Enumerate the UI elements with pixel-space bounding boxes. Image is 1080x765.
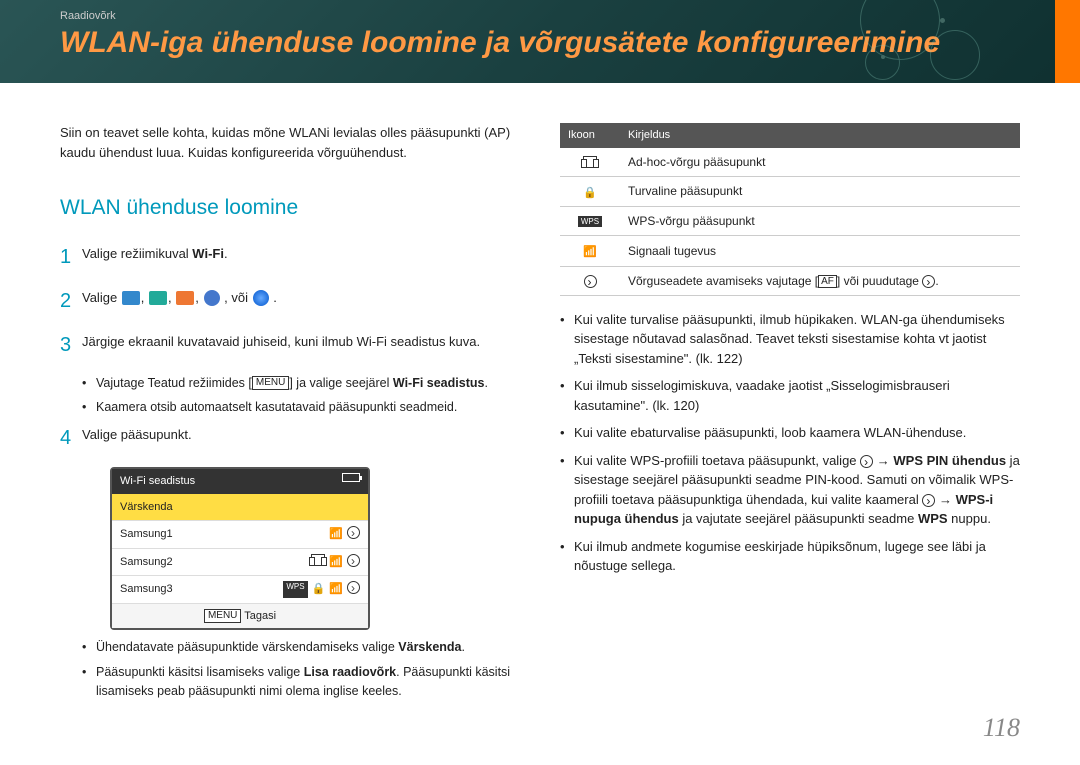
left-column: Siin on teavet selle kohta, kuidas mõne … [60,123,520,706]
menu-icon: MENU [252,376,289,390]
mode-icon-5 [253,290,269,306]
mode-icon-1 [122,291,140,305]
table-row: WPSWPS-võrgu pääsupunkt [560,207,1020,236]
wifi-network-row[interactable]: Samsung1 [112,521,368,549]
page-header: Raadiovõrk WLAN-iga ühenduse loomine ja … [0,0,1080,83]
step-num: 1 [60,242,82,272]
mode-icon-3 [176,291,194,305]
right-arrow-icon [860,455,873,468]
menu-icon: MENU [204,609,241,623]
table-header: Ikoon [560,123,620,148]
lock-icon [583,182,597,202]
step-text: Valige pääsupunkt. [82,423,520,445]
wifi-network-row[interactable]: Samsung2 [112,549,368,577]
step-num: 3 [60,330,82,360]
step-num: 2 [60,286,82,316]
lock-icon [312,581,326,598]
right-arrow-icon [347,554,360,567]
step-text: Valige , , , , või . [82,286,520,308]
wifi-panel-header: Wi-Fi seadistus [112,469,368,494]
page-number: 118 [983,713,1020,743]
step-text: Järgige ekraanil kuvatavaid juhiseid, ku… [82,330,520,352]
right-arrow-icon [922,494,935,507]
wps-icon: WPS [283,581,307,598]
content: Siin on teavet selle kohta, kuidas mõne … [0,83,1080,726]
right-arrow-icon [584,275,597,288]
adhoc-icon [311,554,325,566]
table-header: Kirjeldus [620,123,1020,148]
signal-icon [329,581,343,598]
wifi-settings-panel: Wi-Fi seadistus Värskenda Samsung1 Samsu… [110,467,370,630]
bullet-item: •Kui ilmub sisselogimiskuva, vaadake jao… [560,376,1020,415]
adhoc-icon [583,156,597,168]
signal-icon [329,554,343,571]
after-panel-bullet-1: • Ühendatavate pääsupunktide värskendami… [82,638,520,657]
right-column: IkoonKirjeldus Ad-hoc-võrgu pääsupunkt T… [560,123,1020,706]
bullet-item: •Kui ilmub andmete kogumise eeskirjade h… [560,537,1020,576]
wifi-network-row[interactable]: Samsung3 WPS [112,576,368,604]
icon-description-table: IkoonKirjeldus Ad-hoc-võrgu pääsupunkt T… [560,123,1020,296]
bullet-item: •Kui valite ebaturvalise pääsupunkti, lo… [560,423,1020,443]
step-3b: • Kaamera otsib automaatselt kasutatavai… [82,398,520,417]
signal-icon [329,526,343,543]
right-arrow-icon [347,581,360,594]
step-text: Valige režiimikuval Wi-Fi. [82,242,520,264]
step-1: 1 Valige režiimikuval Wi-Fi. [60,242,520,272]
after-panel-bullet-2: • Pääsupunkti käsitsi lisamiseks valige … [82,663,520,701]
step-3a: • Vajutage Teatud režiimides [MENU] ja v… [82,374,520,393]
step-num: 4 [60,423,82,453]
right-arrow-icon [347,526,360,539]
intro-text: Siin on teavet selle kohta, kuidas mõne … [60,123,520,162]
table-row: Võrguseadete avamiseks vajutage [AF] või… [560,266,1020,295]
header-decoration [840,0,1040,83]
wps-icon: WPS [578,216,602,227]
table-row: Signaali tugevus [560,236,1020,267]
battery-icon [342,473,360,482]
step-3: 3 Järgige ekraanil kuvatavaid juhiseid, … [60,330,520,360]
signal-icon [583,241,597,261]
right-arrow-icon [922,275,935,288]
bullet-item: • Kui valite WPS-profiili toetava pääsup… [560,451,1020,529]
wifi-refresh[interactable]: Värskenda [112,494,368,522]
mode-icon-2 [149,291,167,305]
right-bullet-list: •Kui valite turvalise pääsupunkti, ilmub… [560,310,1020,576]
af-icon: AF [818,275,837,288]
orange-tab [1055,0,1080,83]
subheading: WLAN ühenduse loomine [60,192,520,224]
table-row: Turvaline pääsupunkt [560,176,1020,207]
step-4: 4 Valige pääsupunkt. [60,423,520,453]
step-2: 2 Valige , , , , või . [60,286,520,316]
bullet-item: •Kui valite turvalise pääsupunkti, ilmub… [560,310,1020,369]
mode-icon-4 [204,290,220,306]
wifi-panel-footer: MENU Tagasi [112,604,368,629]
table-row: Ad-hoc-võrgu pääsupunkt [560,148,1020,177]
